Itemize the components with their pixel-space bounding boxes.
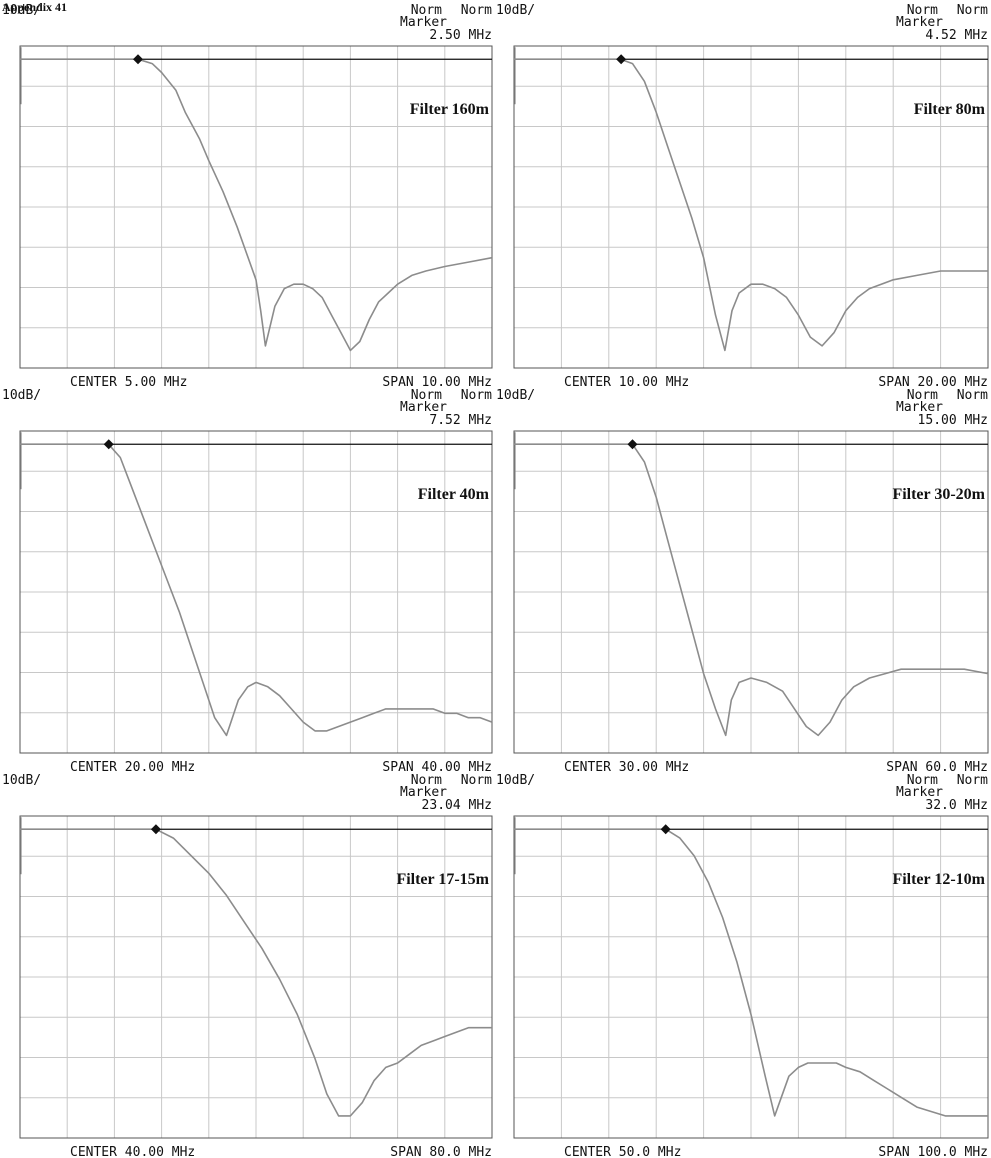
plot-frame: [513, 45, 989, 369]
filter-title: Filter 160m: [410, 101, 490, 118]
center-frequency: CENTER 50.0 MHz: [564, 1145, 681, 1158]
mode-label-2: Norm: [957, 3, 988, 18]
marker-label: Marker: [896, 15, 943, 30]
mode-label-2: Norm: [957, 388, 988, 403]
center-frequency: CENTER 40.00 MHz: [70, 1145, 195, 1158]
marker-readout: 7.52 MHz: [429, 413, 492, 428]
span-frequency: SPAN 60.0 MHz: [886, 760, 988, 775]
marker-label: Marker: [400, 400, 447, 415]
marker-diamond: [627, 439, 638, 450]
plot-grid: [20, 431, 492, 753]
mode-label-1: Norm: [907, 773, 938, 788]
plot-grid: [514, 431, 988, 753]
trace-series-1: [20, 443, 493, 737]
mode-label-2: Norm: [957, 773, 988, 788]
mode-label-1: Norm: [411, 388, 442, 403]
marker-readout: 23.04 MHz: [422, 798, 492, 813]
plot-frame: [513, 430, 989, 754]
span-frequency: SPAN 40.00 MHz: [382, 760, 492, 775]
marker-diamond: [660, 824, 671, 835]
center-frequency: CENTER 30.00 MHz: [564, 760, 689, 775]
marker-readout: 2.50 MHz: [429, 28, 492, 43]
marker-diamond: [133, 54, 143, 65]
mode-label-1: Norm: [411, 773, 442, 788]
span-frequency: SPAN 10.00 MHz: [382, 375, 492, 390]
marker-label: Marker: [896, 400, 943, 415]
mode-label-1: Norm: [907, 388, 938, 403]
trace-series-1: [514, 443, 989, 737]
plot-grid: [514, 46, 988, 368]
span-frequency: SPAN 80.0 MHz: [390, 1145, 492, 1158]
marker-diamond: [103, 439, 114, 450]
scale-label: 10dB/: [496, 388, 535, 403]
marker-readout: 4.52 MHz: [925, 28, 988, 43]
plot-grid: [514, 816, 988, 1138]
plot-grid: [20, 46, 492, 368]
scale-label: 10dB/: [496, 3, 535, 18]
span-frequency: SPAN 20.00 MHz: [878, 375, 988, 390]
plot-frame: [19, 45, 493, 369]
span-frequency: SPAN 100.0 MHz: [878, 1145, 988, 1158]
mode-label-2: Norm: [461, 3, 492, 18]
marker-diamond: [150, 824, 161, 835]
plot-frame: [19, 430, 493, 754]
trace-series-1: [514, 828, 988, 1117]
marker-diamond: [616, 54, 627, 65]
filter-title: Filter 30-20m: [892, 486, 985, 503]
scale-label: 10dB/: [2, 773, 41, 788]
page-label: Appendix 41: [2, 0, 67, 14]
mode-label-1: Norm: [907, 3, 938, 18]
marker-label: Marker: [896, 785, 943, 800]
center-frequency: CENTER 5.00 MHz: [70, 375, 187, 390]
plot-grid: [20, 816, 492, 1138]
marker-readout: 15.00 MHz: [918, 413, 988, 428]
mode-label-1: Norm: [411, 3, 442, 18]
mode-label-2: Norm: [461, 773, 492, 788]
filter-title: Filter 40m: [418, 486, 490, 503]
plot-frame: [19, 815, 493, 1139]
center-frequency: CENTER 10.00 MHz: [564, 375, 689, 390]
plot-frame: [513, 815, 989, 1139]
scale-label: 10dB/: [2, 388, 41, 403]
marker-label: Marker: [400, 15, 447, 30]
filter-title: Filter 12-10m: [892, 871, 985, 888]
filter-title: Filter 17-15m: [396, 871, 489, 888]
scale-label: 10dB/: [496, 773, 535, 788]
scale-label: 10dB/: [2, 3, 41, 18]
marker-readout: 32.0 MHz: [925, 798, 988, 813]
mode-label-2: Norm: [461, 388, 492, 403]
marker-label: Marker: [400, 785, 447, 800]
filter-title: Filter 80m: [914, 101, 986, 118]
center-frequency: CENTER 20.00 MHz: [70, 760, 195, 775]
trace-series-1: [20, 58, 493, 352]
